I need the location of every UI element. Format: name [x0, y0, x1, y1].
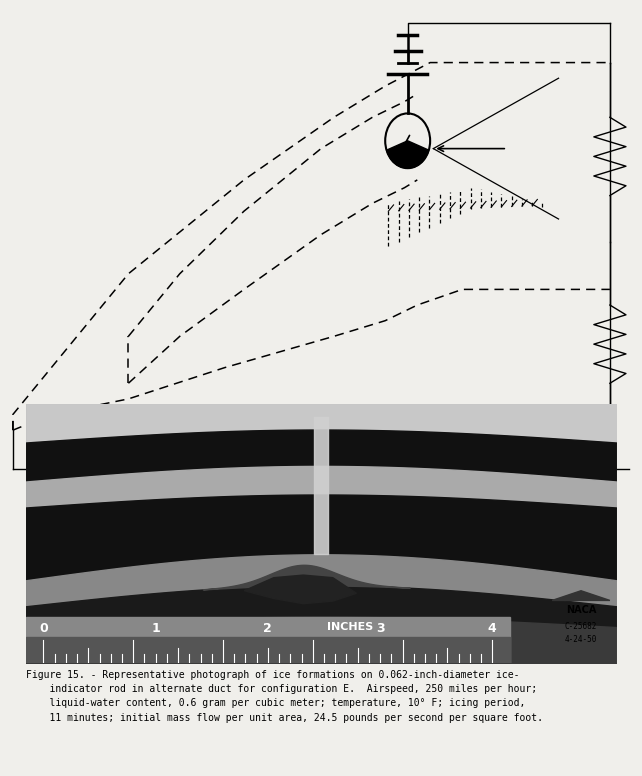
Text: 4-24-50: 4-24-50	[565, 635, 597, 644]
Text: 4: 4	[488, 622, 497, 635]
Wedge shape	[386, 140, 429, 168]
Text: 0: 0	[39, 622, 48, 635]
Bar	[26, 617, 510, 663]
Text: Direction of photograph: Direction of photograph	[171, 476, 343, 489]
Text: 3: 3	[376, 622, 385, 635]
Text: Figure 15. - Representative photograph of ice formations on 0.062-inch-diameter : Figure 15. - Representative photograph o…	[26, 670, 542, 722]
Text: NACA: NACA	[566, 605, 596, 615]
Text: 2: 2	[263, 622, 272, 635]
Text: INCHES: INCHES	[327, 622, 374, 632]
Polygon shape	[244, 575, 356, 604]
Text: 1: 1	[152, 622, 160, 635]
Polygon shape	[552, 591, 610, 601]
Text: C-25682: C-25682	[565, 622, 597, 631]
Bar	[26, 638, 510, 663]
